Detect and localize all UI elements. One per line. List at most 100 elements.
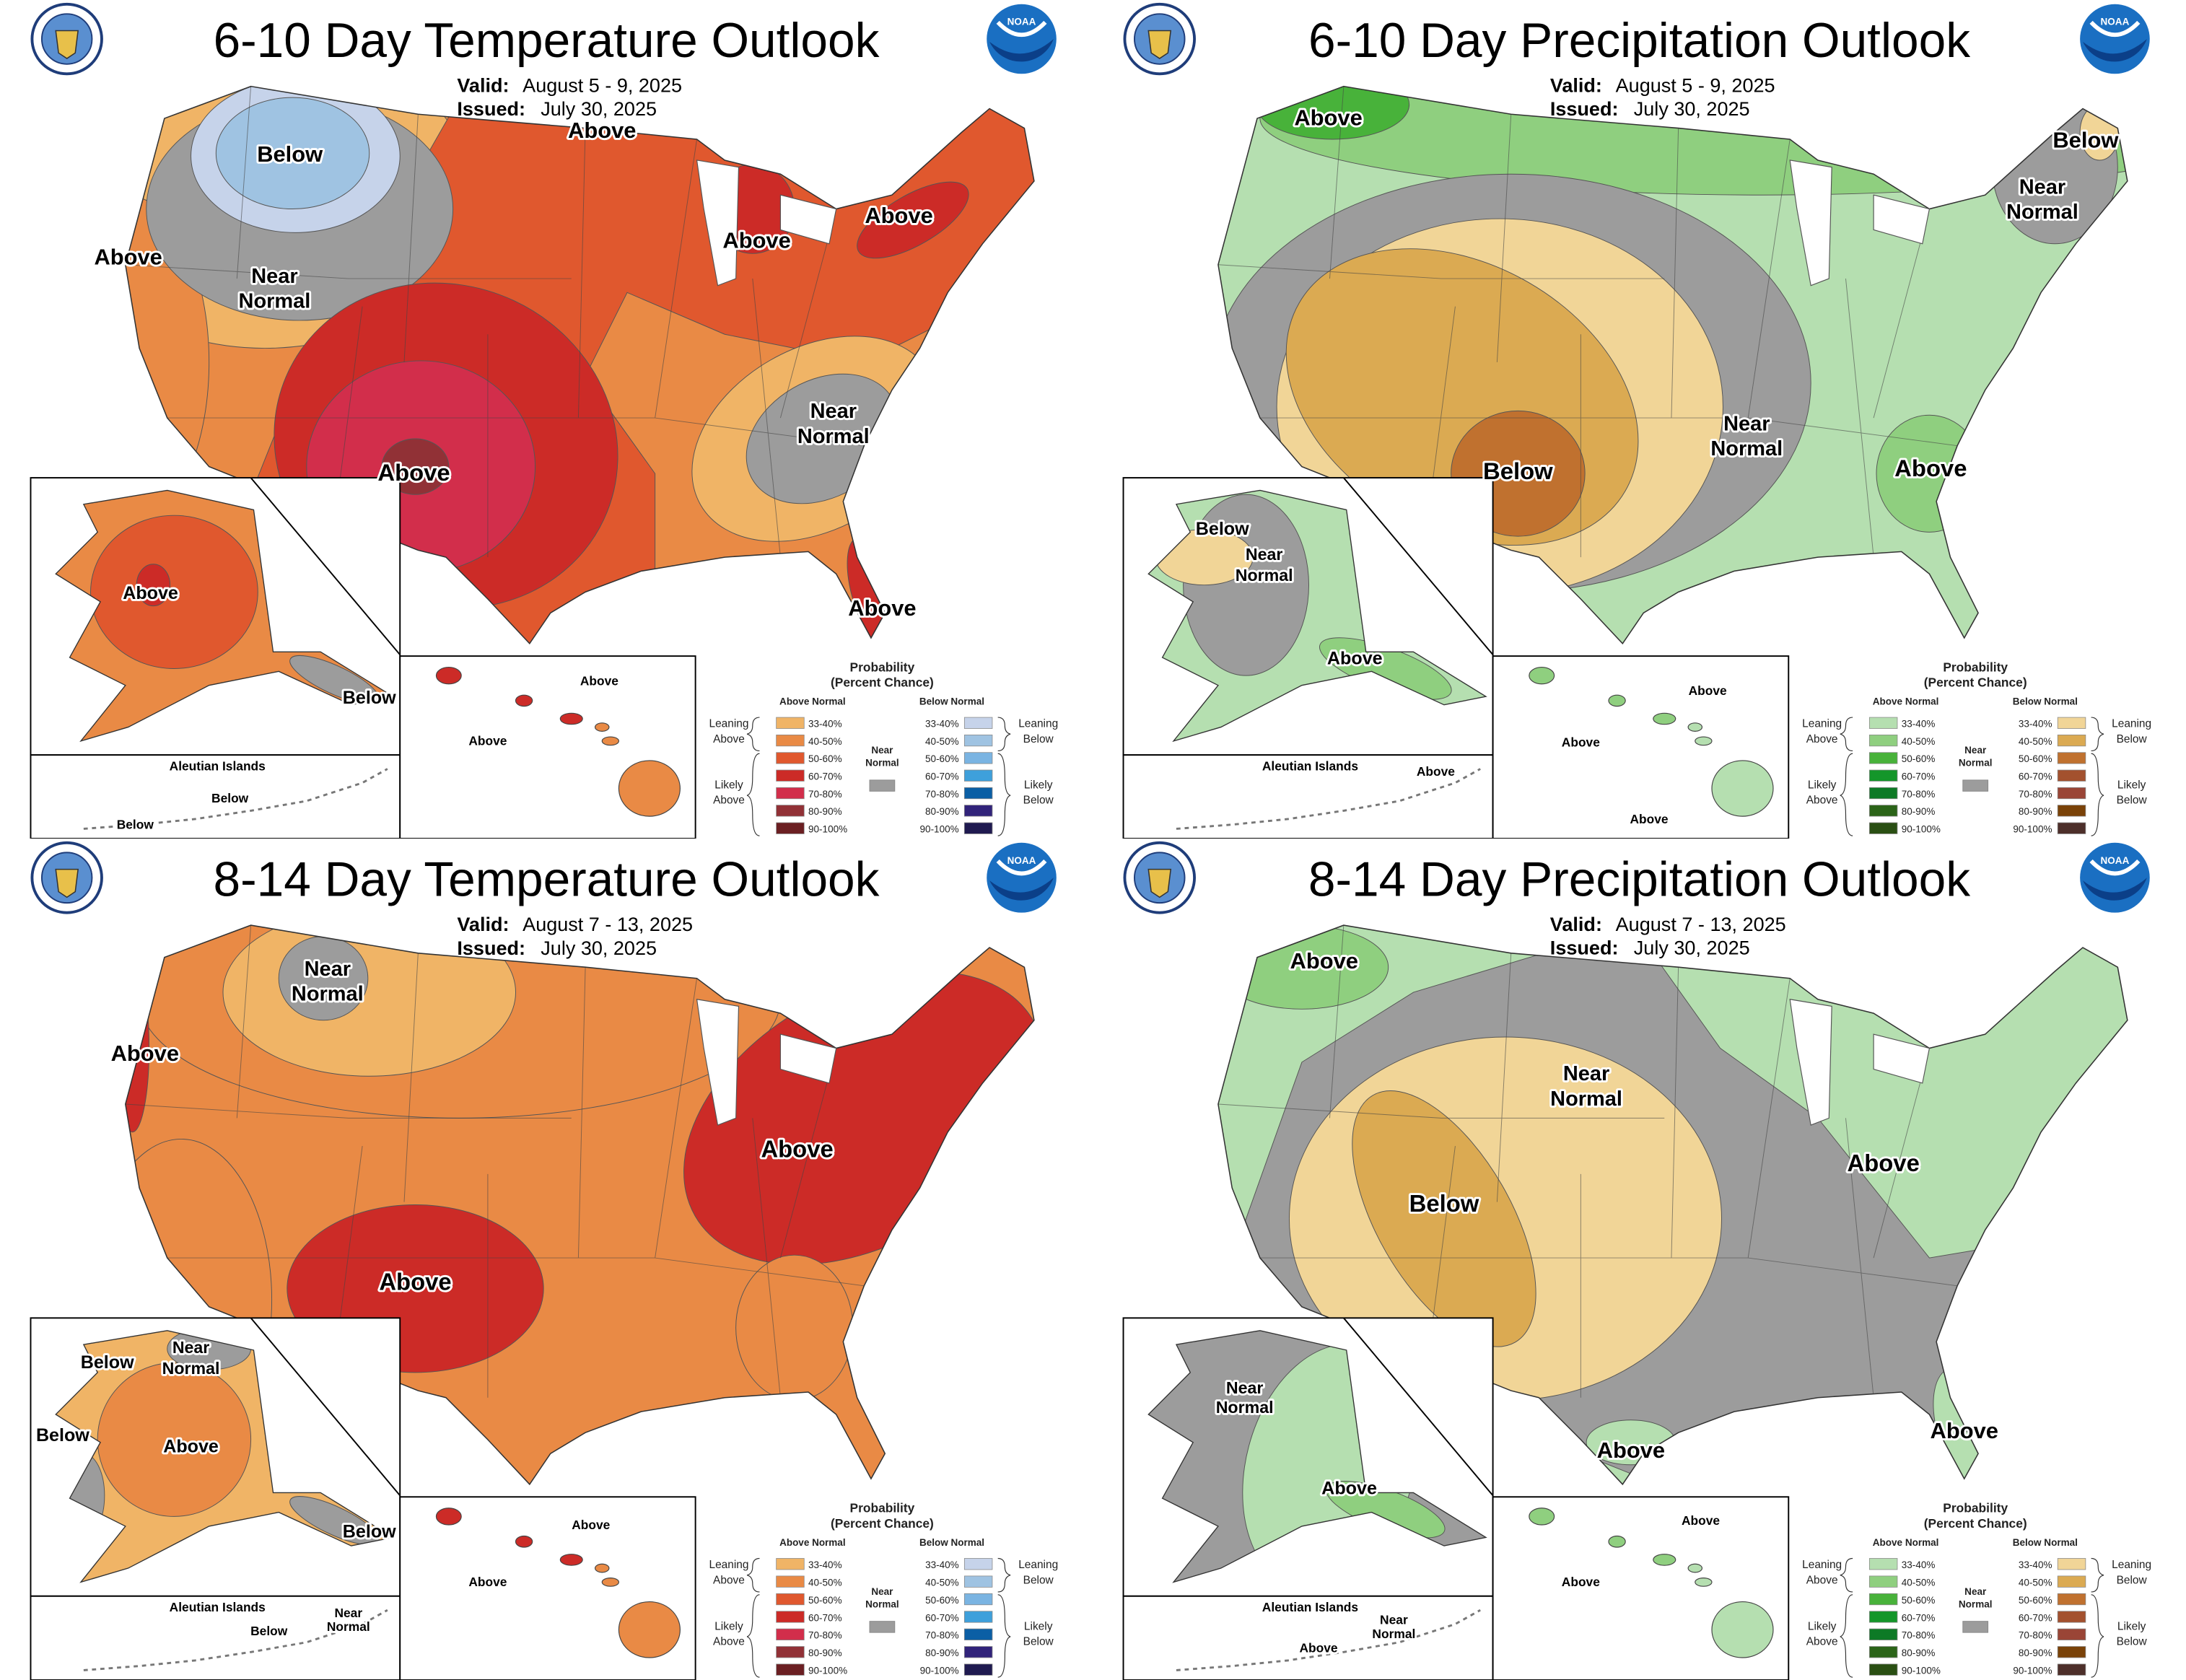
legend-swatch-below bbox=[2057, 769, 2086, 782]
map-region-label: Above bbox=[1290, 948, 1358, 974]
map-region-label: Above bbox=[1931, 1418, 1998, 1443]
map-region-label: Above bbox=[468, 734, 507, 748]
legend-swatch-above bbox=[1868, 787, 1898, 800]
hawaii-island bbox=[618, 760, 681, 817]
legend-range-above: 60-70% bbox=[1902, 771, 1936, 782]
aleutian-islands bbox=[1176, 1609, 1481, 1671]
legend-swatch-above bbox=[1868, 1558, 1898, 1570]
map-region-label: Above bbox=[580, 674, 618, 688]
legend-title: Probability bbox=[850, 1501, 915, 1515]
outlook-map: NOAA 6-10 Day Temperature Outlook Valid: Au… bbox=[30, 2, 1058, 839]
noaa-logo: NOAA bbox=[2080, 4, 2150, 74]
map-region-label: Below bbox=[81, 1352, 134, 1373]
panel-6-10-temperature: NOAA 6-10 Day Temperature Outlook Valid: Au… bbox=[0, 0, 1093, 839]
aleutian-inset bbox=[30, 754, 401, 839]
legend-swatch-below bbox=[2057, 735, 2086, 747]
legend-swatch-above bbox=[1868, 717, 1898, 729]
legend-leaning-below: Below bbox=[1023, 733, 1054, 745]
legend-leaning-above: Leaning bbox=[709, 718, 748, 730]
legend-likely-above: Likely bbox=[714, 1620, 743, 1632]
map-title: 8-14 Day Precipitation Outlook bbox=[1308, 852, 1970, 906]
legend-range-below: 90-100% bbox=[2013, 1665, 2052, 1676]
legend-title: Probability bbox=[1943, 1501, 2008, 1515]
legend-likely-below: Below bbox=[1023, 795, 1054, 807]
legend-leaning-below: Leaning bbox=[1018, 1559, 1058, 1571]
legend-range-below: 90-100% bbox=[920, 824, 959, 835]
hawaii-island bbox=[515, 1535, 533, 1548]
map-region-label: Below bbox=[36, 1425, 89, 1445]
map-region-label: Above bbox=[865, 203, 932, 228]
legend-range-above: 70-80% bbox=[1902, 789, 1936, 800]
legend-range-below: 80-90% bbox=[2019, 806, 2052, 817]
map-region-label: Above bbox=[1847, 1150, 1919, 1176]
legend-subtitle: (Percent Chance) bbox=[831, 1516, 934, 1531]
legend: Probability(Percent Chance) Above Normal B… bbox=[1802, 1501, 2151, 1678]
map-region-label: Normal bbox=[162, 1359, 220, 1378]
issued-date: July 30, 2025 bbox=[541, 937, 657, 959]
hawaii-island bbox=[601, 1578, 619, 1587]
legend-near-normal: Normal bbox=[865, 758, 899, 769]
legend-likely-below: Likely bbox=[1024, 779, 1053, 792]
valid-label: Valid: bbox=[1550, 74, 1602, 96]
legend-title: Probability bbox=[850, 660, 915, 674]
legend-swatch-above bbox=[1868, 1575, 1898, 1588]
legend-range-below: 60-70% bbox=[2019, 771, 2052, 782]
great-lakes bbox=[696, 999, 837, 1126]
legend-leaning-above: Above bbox=[1806, 1574, 1838, 1586]
hawaii-inset bbox=[1492, 655, 1790, 839]
commerce-seal-logo bbox=[30, 2, 103, 76]
legend-range-above: 90-100% bbox=[1902, 1665, 1941, 1676]
legend-leaning-above: Leaning bbox=[709, 1559, 748, 1571]
legend: Probability(Percent Chance) Above Normal B… bbox=[709, 660, 1058, 836]
legend-swatch-below bbox=[963, 805, 993, 817]
valid-dates: August 5 - 9, 2025 bbox=[523, 74, 682, 96]
legend-swatch-above bbox=[776, 1558, 805, 1570]
legend-range-below: 50-60% bbox=[925, 753, 959, 764]
legend-swatch-above bbox=[1868, 769, 1898, 782]
legend-swatch-above bbox=[1868, 735, 1898, 747]
legend-swatch-above bbox=[776, 805, 805, 817]
aleutian-islands bbox=[83, 768, 388, 830]
legend-range-below: 90-100% bbox=[920, 1665, 959, 1676]
aleutian-inset bbox=[1122, 1595, 1494, 1680]
legend-range-above: 70-80% bbox=[808, 1630, 842, 1641]
outlook-map: NOAA 6-10 Day Precipitation Outlook Valid:… bbox=[1122, 2, 2151, 839]
legend-title: Probability bbox=[1943, 660, 2008, 674]
legend-swatch-above bbox=[776, 717, 805, 729]
map-region-label: Normal bbox=[1236, 566, 1293, 585]
legend-range-below: 40-50% bbox=[2019, 736, 2052, 747]
probability-region bbox=[857, 181, 969, 259]
panel-6-10-precipitation: NOAA 6-10 Day Precipitation Outlook Valid:… bbox=[1093, 0, 2186, 839]
legend-range-below: 33-40% bbox=[925, 719, 959, 730]
map-region-label: Above bbox=[94, 245, 162, 270]
legend-likely-below: Below bbox=[2117, 795, 2148, 807]
map-region-label: Near bbox=[1380, 1613, 1408, 1627]
legend-swatch-below bbox=[963, 1628, 993, 1640]
legend-near-normal: Near bbox=[871, 745, 893, 756]
legend-range-below: 60-70% bbox=[2019, 1612, 2052, 1623]
legend-near-normal: Normal bbox=[1959, 758, 1993, 769]
probability-region bbox=[1352, 1090, 1536, 1347]
map-region-label: Near bbox=[251, 265, 297, 288]
legend-range-above: 90-100% bbox=[1902, 824, 1941, 835]
legend-range-below: 70-80% bbox=[2019, 789, 2052, 800]
valid-label: Valid: bbox=[457, 74, 509, 96]
map-region-label: Above bbox=[377, 459, 450, 486]
legend-range-below: 33-40% bbox=[2019, 719, 2052, 730]
legend-swatch-above bbox=[776, 1663, 805, 1676]
legend-range-above: 80-90% bbox=[808, 1648, 842, 1658]
aleutian-title: Aleutian Islands bbox=[170, 758, 266, 773]
legend-leaning-below: Leaning bbox=[2112, 718, 2151, 730]
map-region-label: Above bbox=[722, 228, 790, 253]
hawaii-island bbox=[595, 722, 610, 732]
conus-map bbox=[125, 925, 1034, 1484]
map-region-label: Below bbox=[1196, 519, 1249, 539]
map-region-label: Above bbox=[1299, 1640, 1337, 1655]
legend-above-header: Above Normal bbox=[779, 1537, 846, 1548]
legend-near-normal: Near bbox=[1964, 1586, 1987, 1597]
hawaii-island bbox=[559, 712, 583, 725]
legend-range-below: 80-90% bbox=[925, 1648, 959, 1658]
map-region-label: Above bbox=[1597, 1438, 1665, 1463]
legend-range-above: 50-60% bbox=[808, 753, 842, 764]
map-region-label: Above bbox=[163, 1436, 219, 1456]
